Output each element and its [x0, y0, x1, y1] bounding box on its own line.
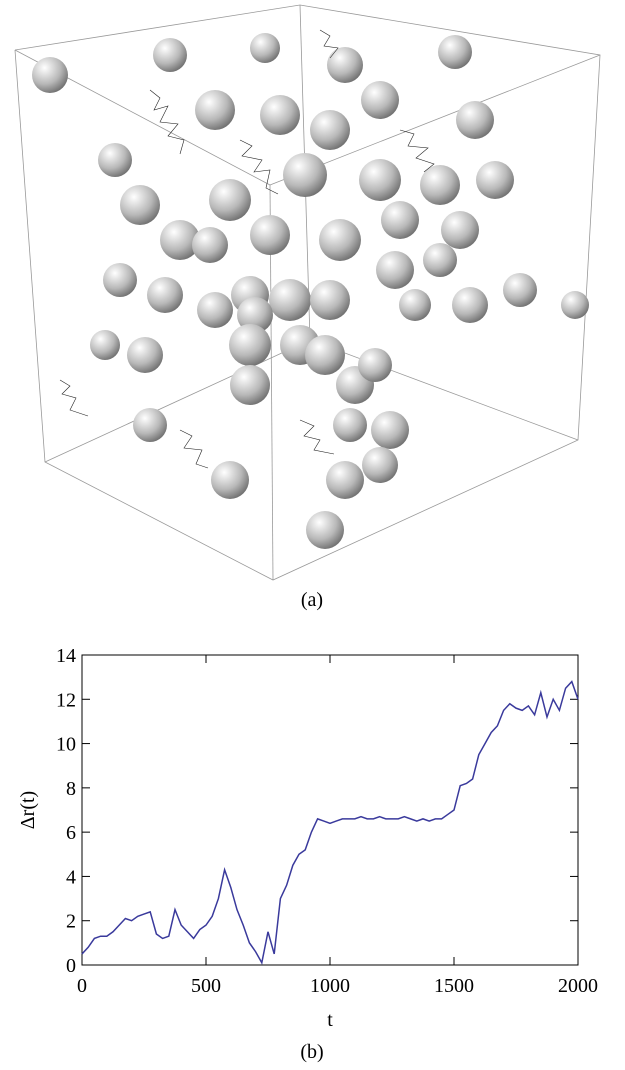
y-tick-label: 4 [66, 866, 76, 888]
caption-a: (a) [301, 589, 323, 611]
data-line [81, 680, 579, 965]
y-tick-label: 8 [66, 778, 76, 800]
cube-render [14, 4, 601, 581]
plot-frame [81, 654, 579, 966]
y-tick-label: 14 [56, 645, 76, 667]
x-tick-label: 2000 [558, 975, 598, 997]
x-tick-label: 1500 [434, 975, 474, 997]
x-tick-label: 1000 [310, 975, 350, 997]
y-tick-label: 2 [66, 911, 76, 933]
x-axis-label: t [327, 1009, 333, 1031]
x-tick-label: 500 [191, 975, 221, 997]
caption-b: (b) [300, 1041, 323, 1063]
y-tick-label: 0 [66, 955, 76, 977]
y-tick-label: 10 [56, 734, 76, 756]
x-tick-label: 0 [77, 975, 87, 997]
y-axis-label: Δr(t) [17, 791, 39, 829]
y-tick-label: 6 [66, 822, 76, 844]
y-tick-label: 12 [56, 689, 76, 711]
